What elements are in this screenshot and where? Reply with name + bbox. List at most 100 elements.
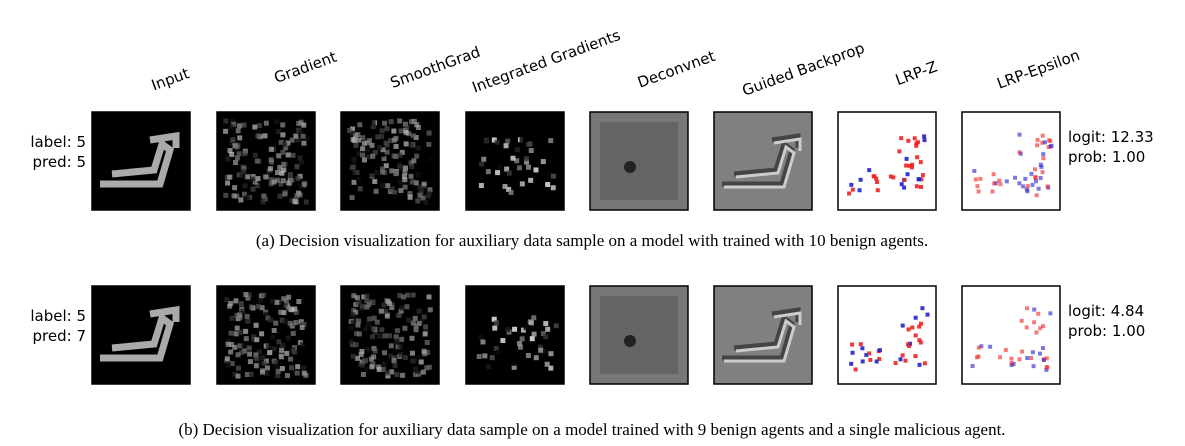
pixel	[543, 334, 548, 339]
pixel	[417, 309, 422, 314]
pixel	[363, 326, 368, 331]
pixel	[551, 185, 556, 190]
relevance	[899, 136, 903, 140]
pixel	[515, 147, 520, 152]
column-header: Input	[149, 64, 192, 94]
pixel	[393, 349, 398, 354]
pixel	[365, 347, 370, 352]
pixel	[400, 373, 405, 378]
relevance	[978, 177, 982, 181]
pixel	[249, 304, 254, 309]
pixel	[237, 123, 242, 128]
pixel	[292, 199, 297, 204]
relevance	[1041, 170, 1045, 174]
column-header: LRP-Epsilon	[994, 46, 1082, 93]
pixel	[403, 185, 408, 190]
pixel	[352, 170, 357, 175]
row-result: logit: 12.33	[1068, 128, 1154, 146]
pixel	[261, 293, 266, 298]
pixel	[411, 359, 416, 364]
tile-background	[838, 286, 936, 384]
relevance	[849, 362, 853, 366]
pixel	[231, 170, 236, 175]
relevance	[915, 155, 919, 159]
pixel	[497, 165, 502, 170]
pixel	[257, 123, 262, 128]
relevance	[905, 157, 909, 161]
pixel	[301, 366, 306, 371]
relevance	[1020, 350, 1024, 354]
pixel	[410, 179, 415, 184]
pixel	[505, 139, 510, 144]
pixel	[242, 344, 247, 349]
pixel	[385, 183, 390, 188]
pixel	[269, 157, 274, 162]
shade	[600, 296, 678, 374]
pixel	[294, 320, 299, 325]
pixel	[422, 349, 427, 354]
pixel	[392, 153, 397, 158]
pixel	[276, 129, 281, 134]
pixel	[532, 332, 537, 337]
pixel	[296, 121, 301, 126]
pixel	[245, 314, 250, 319]
pixel	[289, 178, 294, 183]
row-label: pred: 5	[33, 153, 86, 171]
relevance	[1039, 176, 1043, 180]
pixel	[512, 327, 517, 332]
relevance	[904, 164, 908, 168]
pixel	[408, 195, 413, 200]
pixel	[387, 333, 392, 338]
pixel	[409, 164, 414, 169]
pixel	[394, 372, 399, 377]
relevance	[921, 173, 925, 177]
pixel	[494, 320, 499, 325]
pixel	[524, 325, 529, 330]
pixel	[295, 371, 300, 376]
relevance	[1025, 306, 1029, 310]
pixel	[385, 126, 390, 131]
pixel	[283, 319, 288, 324]
pixel	[240, 173, 245, 178]
row-label: label: 5	[30, 307, 86, 325]
pixel	[372, 179, 377, 184]
relevance	[997, 179, 1001, 183]
pixel	[284, 351, 289, 356]
relevance	[1036, 138, 1040, 142]
pixel	[235, 144, 240, 149]
pixel	[239, 301, 244, 306]
pixel	[423, 308, 428, 313]
pixel	[266, 344, 271, 349]
pixel	[520, 336, 525, 341]
pixel	[286, 335, 291, 340]
figure: InputGradientSmoothGradIntegrated Gradie…	[0, 0, 1185, 446]
pixel	[232, 345, 237, 350]
pixel	[281, 167, 286, 172]
pixel	[259, 331, 264, 336]
relevance	[1018, 150, 1022, 154]
column-header: Deconvnet	[635, 47, 718, 92]
pixel	[411, 321, 416, 326]
pixel	[229, 152, 234, 157]
tile	[714, 112, 812, 210]
pixel	[528, 141, 533, 146]
row-label: pred: 7	[33, 327, 86, 345]
pixel	[273, 321, 278, 326]
relevance	[1041, 152, 1045, 156]
pixel	[411, 158, 416, 163]
column-header: Guided Backprop	[740, 39, 867, 100]
pixel	[281, 162, 286, 167]
relevance	[1043, 140, 1047, 144]
pixel	[393, 363, 398, 368]
pixel	[377, 334, 382, 339]
pixel	[395, 328, 400, 333]
pixel	[421, 370, 426, 375]
pixel	[285, 373, 290, 378]
pixel	[411, 293, 416, 298]
pixel	[415, 198, 420, 203]
pixel	[236, 374, 241, 379]
relevance	[861, 359, 865, 363]
pixel	[548, 138, 553, 143]
relevance	[1042, 358, 1046, 362]
relevance	[876, 188, 880, 192]
